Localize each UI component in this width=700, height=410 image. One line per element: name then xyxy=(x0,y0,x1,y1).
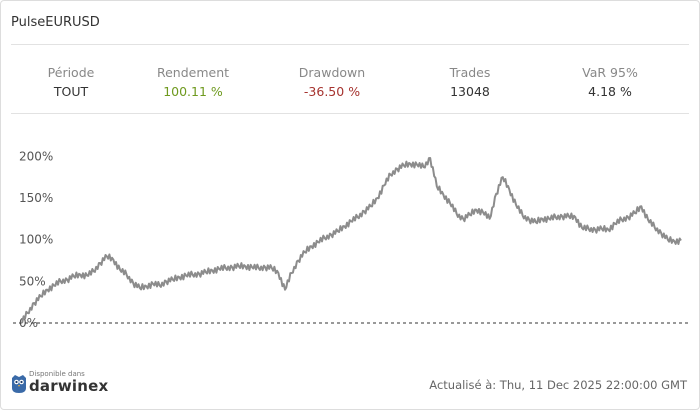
stat-return-value: 100.11 % xyxy=(163,84,223,99)
stat-trades-label: Trades xyxy=(449,65,491,80)
stats-row: Période TOUT Rendement 100.11 % Drawdown… xyxy=(1,65,700,105)
stat-drawdown: Drawdown -36.50 % xyxy=(262,65,402,99)
darwinex-owl-icon xyxy=(12,375,26,393)
equity-chart: 0%50%100%150%200% xyxy=(13,149,691,330)
darwinex-logo-text[interactable]: darwinex xyxy=(29,377,109,395)
available-in-text: Disponible dans xyxy=(29,370,85,378)
stat-period: Période TOUT xyxy=(1,65,141,99)
y-tick-label: 200% xyxy=(19,149,53,163)
stat-var-value: 4.18 % xyxy=(588,84,632,99)
stat-drawdown-label: Drawdown xyxy=(298,65,366,80)
strategy-title: PulseEURUSD xyxy=(11,15,100,30)
stat-drawdown-value: -36.50 % xyxy=(303,84,361,99)
y-tick-label: 50% xyxy=(19,274,46,288)
stat-period-value: TOUT xyxy=(53,84,89,99)
stat-trades: Trades 13048 xyxy=(400,65,540,99)
stat-return: Rendement 100.11 % xyxy=(123,65,263,99)
divider-top xyxy=(11,44,689,45)
stat-trades-value: 13048 xyxy=(450,84,490,99)
stat-var: VaR 95% 4.18 % xyxy=(540,65,680,99)
stat-return-label: Rendement xyxy=(156,65,230,80)
stat-period-label: Période xyxy=(47,65,95,80)
last-updated: Actualisé à: Thu, 11 Dec 2025 22:00:00 G… xyxy=(429,378,687,392)
equity-series-line xyxy=(20,157,682,324)
y-tick-label: 150% xyxy=(19,191,53,205)
stat-var-label: VaR 95% xyxy=(582,65,638,80)
divider-bottom xyxy=(11,113,689,114)
y-tick-label: 100% xyxy=(19,233,53,247)
